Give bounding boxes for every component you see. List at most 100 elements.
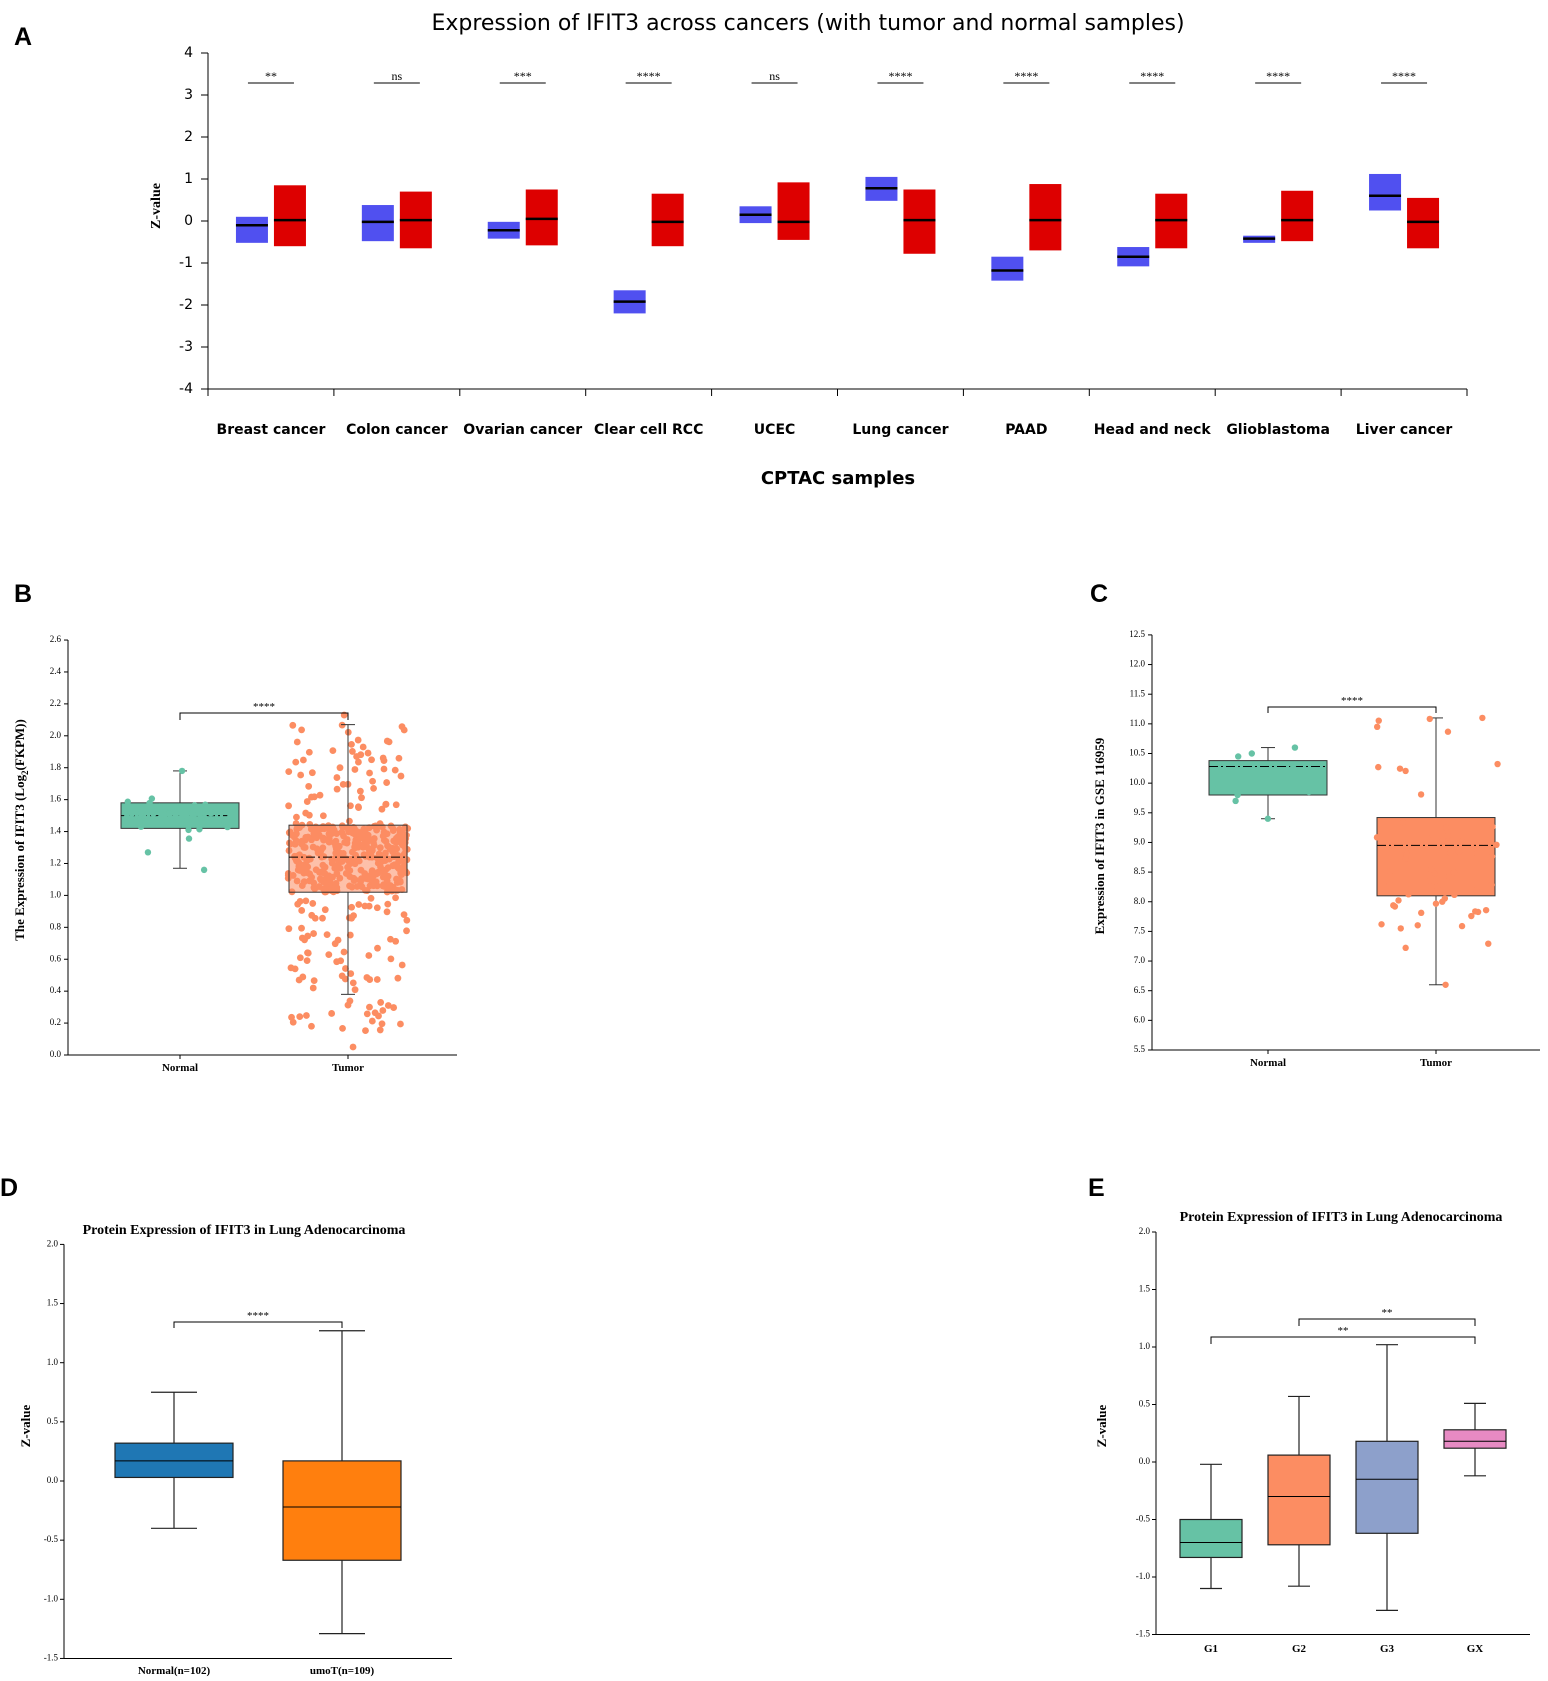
panel-b-tumor-point xyxy=(403,916,411,924)
panel-b-tumor-point xyxy=(403,927,410,935)
panel-b-y-tick-label: 1.2 xyxy=(50,858,61,868)
panel-e-y-tick-label: -1.0 xyxy=(1136,1571,1151,1581)
panel-b-normal-point xyxy=(127,804,134,811)
panel-b-tumor-point xyxy=(391,766,399,774)
panel-b-tumor-point xyxy=(383,737,391,745)
panel-e-x-label: G1 xyxy=(1204,1643,1218,1655)
panel-b-tumor-point xyxy=(377,999,385,1006)
panel-b-tumor-point xyxy=(285,925,293,933)
panel-b-tumor-box xyxy=(288,824,408,893)
panel-c-tumor-point xyxy=(1432,900,1440,907)
panel-e-title: Protein Expression of IFIT3 in Lung Aden… xyxy=(1180,1210,1503,1225)
panel-a-sig-label: ** xyxy=(265,69,277,83)
panel-b-tumor-point xyxy=(289,1018,297,1026)
panel-b-x-label: Normal xyxy=(162,1062,198,1074)
panel-b-normal-point xyxy=(224,804,231,812)
panel-c-y-tick-label: 9.5 xyxy=(1134,807,1146,817)
panel-b-y-tick-label: 2.0 xyxy=(50,730,62,740)
panel-a-sig-label: **** xyxy=(1266,69,1290,83)
panel-b-tumor-point xyxy=(340,948,348,956)
panel-b-tumor-point xyxy=(397,772,405,780)
panel-e-y-tick-label: 2.0 xyxy=(1139,1226,1151,1236)
panel-c-tumor-point xyxy=(1418,909,1425,917)
panel-b-tumor-point xyxy=(339,781,347,788)
panel-d-chart: Protein Expression of IFIT3 in Lung Aden… xyxy=(18,1223,452,1677)
panel-c-tumor-point xyxy=(1473,850,1481,857)
panel-c-y-tick-label: 12.0 xyxy=(1129,659,1145,669)
panel-b-normal-point xyxy=(217,803,224,810)
panel-b-tumor-point xyxy=(349,979,357,987)
panel-a-normal-box xyxy=(991,256,1024,281)
panel-b-tumor-point xyxy=(380,757,388,765)
panel-a-sig-label: **** xyxy=(1014,69,1038,83)
panel-b-tumor-point xyxy=(382,801,390,808)
panel-b-normal-point xyxy=(202,801,209,808)
panel-b-y-tick-label: 0.8 xyxy=(50,921,62,931)
panel-b-tumor-point xyxy=(353,753,360,760)
panel-a-normal-box xyxy=(361,205,394,242)
panel-b-tumor-point xyxy=(383,908,391,916)
panel-a-sig-label: **** xyxy=(1392,69,1416,83)
panel-d-tumor-box xyxy=(282,1460,402,1561)
panel-a-sig-label: *** xyxy=(514,69,532,83)
panel-c-tumor-point xyxy=(1468,912,1475,920)
panel-e-y-tick-label: 0.5 xyxy=(1139,1399,1151,1409)
panel-b-y-tick-label: 2.6 xyxy=(50,634,62,644)
panel-c-tumor-point xyxy=(1399,819,1407,826)
panel-b-tumor-point xyxy=(304,949,312,957)
panel-c-tumor-point xyxy=(1458,922,1466,930)
panel-b-tumor-point xyxy=(398,723,406,731)
panel-c-tumor-point xyxy=(1386,880,1393,888)
panel-b-tumor-point xyxy=(342,965,349,972)
panel-b-normal-point xyxy=(178,767,186,775)
panel-b-normal-point xyxy=(163,818,171,825)
panel-b-tumor-point xyxy=(367,894,375,902)
panel-b-tumor-point xyxy=(310,930,317,937)
panel-b-tumor-point xyxy=(337,957,345,965)
panel-b-tumor-point xyxy=(325,951,333,959)
panel-c-tumor-point xyxy=(1451,891,1458,899)
panel-letter-d: D xyxy=(0,1174,18,1202)
panel-b-tumor-point xyxy=(303,798,311,805)
panel-c-tumor-point xyxy=(1444,832,1451,839)
panel-b-y-tick-label: 1.6 xyxy=(50,794,62,804)
panel-c-tumor-point xyxy=(1442,981,1449,988)
panel-c-tumor-point xyxy=(1444,728,1452,735)
panel-b-tumor-point xyxy=(309,984,317,992)
panel-c-normal-point xyxy=(1305,788,1313,796)
panel-e-y-tick-label: 1.0 xyxy=(1139,1341,1151,1351)
panel-c-sig-bracket xyxy=(1267,706,1437,713)
panel-b-normal-point xyxy=(196,826,203,833)
panel-b-tumor-point xyxy=(329,747,337,755)
panel-b-tumor-point xyxy=(371,1009,379,1017)
panel-b-tumor-point xyxy=(347,970,355,977)
panel-b-normal-point xyxy=(221,817,228,825)
panel-a-x-label: PAAD xyxy=(1005,422,1047,438)
panel-b-tumor-point xyxy=(305,782,313,790)
panel-d-y-tick-label: -0.5 xyxy=(44,1534,59,1544)
panel-e-y-tick-label: 0.0 xyxy=(1139,1456,1151,1466)
panel-b-tumor-point xyxy=(394,974,402,982)
panel-b-tumor-point xyxy=(323,931,331,939)
panel-c-tumor-point xyxy=(1402,944,1409,952)
panel-b-y-tick-label: 1.0 xyxy=(50,889,62,899)
panel-e-x-label: G3 xyxy=(1380,1643,1395,1655)
panel-b-tumor-point xyxy=(392,801,400,809)
panel-b-normal-point xyxy=(191,802,198,809)
panel-c-tumor-point xyxy=(1485,940,1492,947)
panel-c-tumor-point xyxy=(1493,841,1500,849)
panel-b-tumor-point xyxy=(356,787,364,795)
panel-a-chart: Expression of IFIT3 across cancers (with… xyxy=(149,11,1468,489)
panel-b-tumor-point xyxy=(285,768,293,776)
panel-b-tumor-point xyxy=(355,901,363,908)
panel-c-tumor-point xyxy=(1395,897,1402,904)
panel-c-tumor-point xyxy=(1482,906,1490,914)
panel-b-tumor-point xyxy=(319,914,326,922)
panel-c-y-tick-label: 11.5 xyxy=(1130,688,1146,698)
panel-b-tumor-point xyxy=(308,911,316,919)
panel-b-tumor-point xyxy=(289,721,297,729)
panel-b-tumor-point xyxy=(303,1012,310,1019)
panel-b-tumor-point xyxy=(373,904,381,912)
panel-d-sig-label: **** xyxy=(247,1310,269,1322)
